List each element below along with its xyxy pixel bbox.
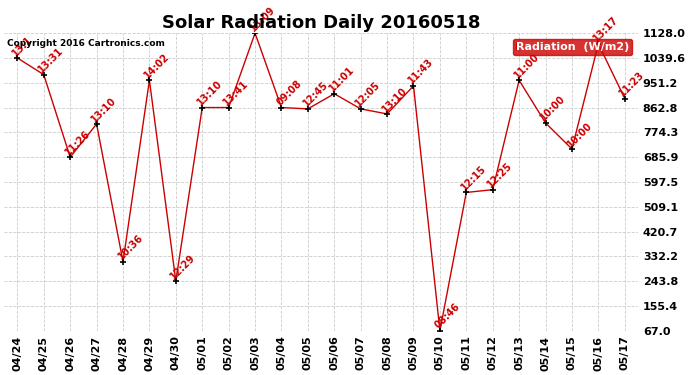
Text: 12:45: 12:45 bbox=[301, 80, 330, 109]
Text: Copyright 2016 Cartronics.com: Copyright 2016 Cartronics.com bbox=[8, 39, 165, 48]
Text: 08:46: 08:46 bbox=[433, 302, 462, 331]
Text: 12:05: 12:05 bbox=[353, 80, 382, 109]
Text: 11:01: 11:01 bbox=[327, 65, 356, 94]
Text: 13:17: 13:17 bbox=[591, 15, 620, 44]
Legend: Radiation  (W/m2): Radiation (W/m2) bbox=[513, 39, 633, 56]
Text: 09:08: 09:08 bbox=[275, 78, 304, 108]
Text: 12:29: 12:29 bbox=[169, 252, 198, 281]
Text: 12:25: 12:25 bbox=[486, 160, 515, 190]
Title: Solar Radiation Daily 20160518: Solar Radiation Daily 20160518 bbox=[162, 13, 480, 32]
Text: 14:02: 14:02 bbox=[142, 51, 171, 80]
Text: 11:23: 11:23 bbox=[618, 69, 647, 99]
Text: 10:00: 10:00 bbox=[565, 120, 594, 149]
Text: 13:09: 13:09 bbox=[248, 4, 277, 33]
Text: 13:10: 13:10 bbox=[195, 78, 224, 108]
Text: 13:31: 13:31 bbox=[37, 46, 66, 75]
Text: 13:1: 13:1 bbox=[10, 34, 34, 58]
Text: 11:26: 11:26 bbox=[63, 128, 92, 157]
Text: 10:36: 10:36 bbox=[116, 233, 145, 262]
Text: 10:00: 10:00 bbox=[538, 94, 567, 123]
Text: 12:15: 12:15 bbox=[460, 164, 489, 192]
Text: 11:00: 11:00 bbox=[512, 51, 541, 80]
Text: 13:10: 13:10 bbox=[90, 95, 119, 124]
Text: 11:43: 11:43 bbox=[406, 57, 435, 86]
Text: 13:10: 13:10 bbox=[380, 85, 409, 114]
Text: 13:41: 13:41 bbox=[221, 78, 250, 108]
